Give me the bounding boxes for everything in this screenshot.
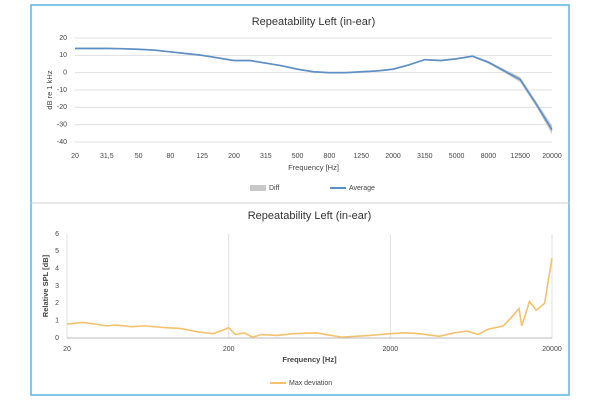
legend-swatch bbox=[250, 185, 266, 191]
x-tick-label: 800 bbox=[324, 153, 336, 160]
x-tick-label: 3150 bbox=[417, 153, 433, 160]
y-tick-label: 3 bbox=[55, 283, 59, 290]
y-tick-label: -40 bbox=[57, 139, 67, 146]
y-tick-label: 10 bbox=[59, 52, 67, 59]
legend-label: Average bbox=[349, 185, 375, 192]
chart-title: Repeatability Left (in-ear) bbox=[248, 210, 372, 222]
y-tick-label: 5 bbox=[55, 248, 59, 255]
x-tick-label: 20000 bbox=[542, 346, 562, 353]
x-tick-label: 315 bbox=[260, 153, 272, 160]
x-tick-label: 20 bbox=[63, 346, 71, 353]
y-tick-label: 4 bbox=[55, 266, 59, 273]
chart-title: Repeatability Left (in-ear) bbox=[252, 16, 376, 28]
series-line bbox=[66, 258, 553, 338]
x-tick-label: 1250 bbox=[353, 153, 369, 160]
x-axis-label: Frequency [Hz] bbox=[282, 355, 337, 364]
legend-label: Diff bbox=[269, 185, 279, 192]
x-tick-label: 8000 bbox=[481, 153, 497, 160]
y-tick-label: 1 bbox=[55, 318, 59, 325]
legend-label: Max deviation bbox=[289, 380, 332, 387]
x-tick-label: 50 bbox=[135, 153, 143, 160]
x-tick-label: 80 bbox=[167, 153, 175, 160]
x-tick-label: 200 bbox=[223, 346, 235, 353]
y-tick-label: -20 bbox=[57, 104, 67, 111]
x-tick-label: 12500 bbox=[510, 153, 530, 160]
y-tick-label: 20 bbox=[59, 35, 67, 42]
x-tick-label: 20 bbox=[71, 153, 79, 160]
x-tick-label: 20000 bbox=[542, 153, 562, 160]
y-axis-label: Relative SPL [dB] bbox=[41, 254, 50, 317]
x-tick-label: 5000 bbox=[449, 153, 465, 160]
x-tick-label: 125 bbox=[196, 153, 208, 160]
y-tick-label: 6 bbox=[55, 231, 59, 238]
y-tick-label: -10 bbox=[57, 87, 67, 94]
x-tick-label: 31,5 bbox=[100, 153, 114, 160]
x-tick-label: 200 bbox=[228, 153, 240, 160]
y-tick-label: 2 bbox=[55, 300, 59, 307]
y-tick-label: 0 bbox=[63, 70, 67, 77]
x-tick-label: 2000 bbox=[385, 153, 401, 160]
y-tick-label: 0 bbox=[55, 335, 59, 342]
y-tick-label: -30 bbox=[57, 122, 67, 129]
x-axis-label: Frequency [Hz] bbox=[288, 163, 339, 172]
y-axis-label: dB re 1 kHz bbox=[45, 70, 54, 109]
series-line bbox=[75, 47, 553, 131]
x-tick-label: 2000 bbox=[383, 346, 399, 353]
x-tick-label: 500 bbox=[292, 153, 304, 160]
